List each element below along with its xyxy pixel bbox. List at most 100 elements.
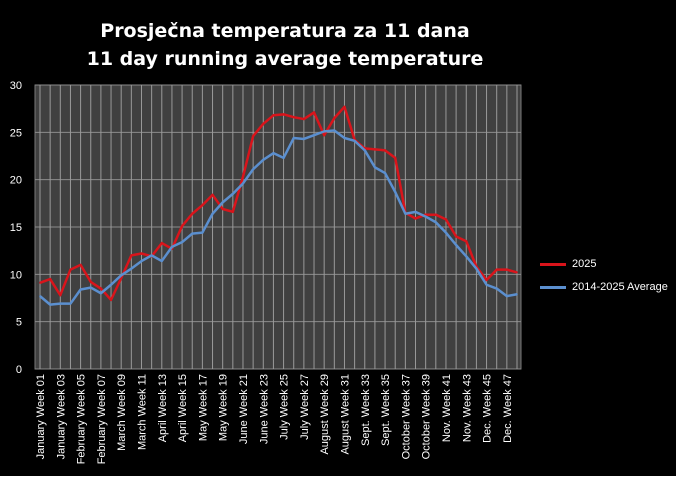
x-tick-label: Dec. Week 47 <box>502 374 514 443</box>
data-point-2025 <box>262 123 265 125</box>
data-point-2025 <box>49 278 51 280</box>
x-tick-label: Sept. Week 35 <box>380 374 392 446</box>
data-point-average <box>323 130 325 133</box>
data-point-average <box>39 295 41 297</box>
data-point-2025 <box>292 116 295 118</box>
data-point-2025 <box>39 282 41 284</box>
y-tick-label: 10 <box>10 269 22 281</box>
data-point-average <box>506 295 508 297</box>
data-point-average <box>414 211 417 213</box>
data-point-2025 <box>414 217 417 220</box>
data-point-2025 <box>455 235 457 238</box>
data-point-average <box>201 231 204 234</box>
data-point-2025 <box>89 281 92 283</box>
x-tick-label: Sept. Week 33 <box>360 374 372 446</box>
data-point-average <box>363 149 366 152</box>
data-point-2025 <box>272 114 275 117</box>
data-point-average <box>242 182 244 185</box>
data-point-average <box>384 172 386 174</box>
chart-subtitle: 11 day running average temperature <box>86 48 484 70</box>
data-point-average <box>445 231 447 234</box>
data-point-2025 <box>465 240 468 242</box>
data-point-2025 <box>485 279 488 281</box>
data-point-2025 <box>79 264 82 266</box>
data-point-2025 <box>232 211 234 213</box>
data-point-average <box>191 232 194 235</box>
data-point-average <box>435 221 437 224</box>
x-tick-label: June Week 23 <box>258 374 270 444</box>
data-point-2025 <box>282 113 285 116</box>
data-point-average <box>394 191 397 193</box>
data-point-2025 <box>120 277 122 279</box>
x-tick-label: August Week 31 <box>339 374 351 455</box>
data-point-average <box>211 212 214 215</box>
data-point-average <box>272 152 275 154</box>
x-tick-label: October Week 39 <box>421 374 433 459</box>
data-point-average <box>150 254 153 257</box>
data-point-2025 <box>333 117 336 119</box>
data-point-average <box>404 212 407 215</box>
data-point-2025 <box>445 218 447 221</box>
data-point-average <box>89 286 92 289</box>
data-point-average <box>455 244 457 246</box>
data-point-average <box>59 302 62 305</box>
legend-swatch-2025 <box>540 262 566 266</box>
data-point-average <box>475 267 478 270</box>
data-point-2025 <box>140 252 143 255</box>
y-tick-label: 15 <box>10 222 22 234</box>
data-point-2025 <box>435 213 437 216</box>
x-tick-label: January Week 03 <box>55 374 67 459</box>
series-line-2025 <box>39 105 518 302</box>
data-point-2025 <box>211 194 214 196</box>
y-tick-label: 0 <box>16 364 22 376</box>
x-tick-label: January Week 01 <box>35 374 47 459</box>
data-point-2025 <box>506 268 508 271</box>
data-point-average <box>110 283 112 286</box>
data-point-average <box>516 293 518 296</box>
data-point-2025 <box>394 157 397 159</box>
legend-label-2025: 2025 <box>572 258 597 270</box>
x-tick-label: May Week 19 <box>218 374 230 441</box>
data-point-2025 <box>160 242 163 244</box>
data-point-2025 <box>313 111 315 114</box>
x-tick-label: Dec. Week 45 <box>482 374 494 443</box>
data-point-2025 <box>323 134 325 136</box>
data-point-average <box>171 246 173 248</box>
y-tick-label: 5 <box>16 317 22 329</box>
data-point-2025 <box>69 268 72 271</box>
data-point-average <box>120 274 122 277</box>
x-tick-label: March Week 11 <box>136 374 148 450</box>
legend-item-average: 2014-2025 Average <box>540 281 668 293</box>
data-point-2025 <box>100 287 102 290</box>
data-point-2025 <box>201 204 204 207</box>
data-point-2025 <box>110 299 112 301</box>
series-line-average <box>39 129 518 306</box>
data-point-2025 <box>181 225 183 227</box>
data-point-2025 <box>242 176 244 178</box>
data-point-2025 <box>252 135 254 137</box>
data-point-average <box>130 267 133 270</box>
x-tick-label: April Week 15 <box>177 374 189 442</box>
x-tick-label: October Week 37 <box>400 374 412 459</box>
x-tick-label: February Week 05 <box>76 374 88 464</box>
data-point-average <box>79 288 82 291</box>
data-point-2025 <box>191 212 194 215</box>
data-point-average <box>495 287 498 290</box>
x-tick-label: May Week 17 <box>197 374 209 441</box>
data-point-average <box>160 260 163 262</box>
x-tick-label: March Week 09 <box>116 374 128 451</box>
x-tick-label: February Week 07 <box>96 374 108 464</box>
data-point-average <box>292 137 295 139</box>
x-tick-label: August Week 29 <box>319 374 331 455</box>
data-point-2025 <box>384 149 386 152</box>
data-point-average <box>49 303 51 306</box>
data-point-average <box>353 140 356 142</box>
data-point-average <box>252 168 254 171</box>
y-tick-label: 20 <box>10 175 22 187</box>
data-point-average <box>313 134 315 136</box>
chart-title: Prosječna temperatura za 11 dana <box>100 20 470 42</box>
x-tick-label: July Week 25 <box>279 374 291 440</box>
